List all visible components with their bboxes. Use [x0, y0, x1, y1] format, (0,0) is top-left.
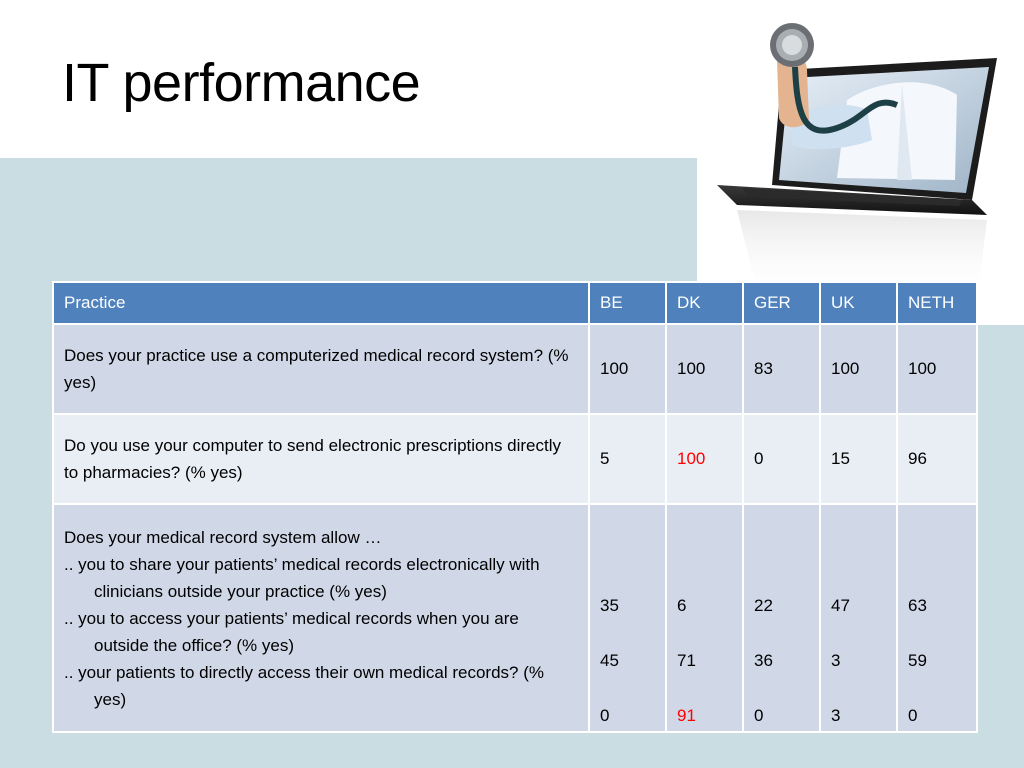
column-header-neth: NETH [896, 281, 978, 325]
column-header-be: BE [588, 281, 667, 325]
value-cell-neth: 63 59 0 [896, 503, 978, 733]
value-cell-uk: 15 [819, 413, 898, 505]
laptop-doctor-stethoscope-icon [697, 0, 1024, 325]
table-row: Do you use your computer to send electro… [52, 413, 978, 505]
value: 3 [831, 651, 841, 670]
value: 6 [677, 596, 687, 615]
column-header-dk: DK [665, 281, 744, 325]
value-cell-ger: 22 36 0 [742, 503, 821, 733]
value: 45 [600, 651, 619, 670]
value: 22 [754, 596, 773, 615]
value-cell-be: 100 [588, 323, 667, 415]
value: 59 [908, 651, 927, 670]
value-cell-be: 5 [588, 413, 667, 505]
value: 35 [600, 596, 619, 615]
sub-question: .. your patients to directly access thei… [64, 662, 544, 709]
question-text: Does your practice use a computerized me… [64, 346, 569, 392]
column-header-ger: GER [742, 281, 821, 325]
value: 3 [831, 706, 841, 725]
slide-title: IT performance [62, 53, 421, 113]
value-cell-neth: 96 [896, 413, 978, 505]
value: 0 [908, 706, 918, 725]
sub-question: .. you to share your patients’ medical r… [64, 554, 540, 601]
column-header-uk: UK [819, 281, 898, 325]
value: 63 [908, 596, 927, 615]
value: 71 [677, 651, 696, 670]
sub-question: .. you to access your patients’ medical … [64, 608, 519, 655]
table-header-row: Practice BE DK GER UK NETH [52, 281, 978, 325]
value-highlighted: 91 [677, 706, 696, 725]
value: 47 [831, 596, 850, 615]
value-cell-neth: 100 [896, 323, 978, 415]
value-cell-dk-highlighted: 100 [665, 413, 744, 505]
value-cell-ger: 0 [742, 413, 821, 505]
it-performance-table: Practice BE DK GER UK NETH Does your pra… [52, 281, 978, 733]
value-cell-dk: 6 71 91 [665, 503, 744, 733]
question-cell: Do you use your computer to send electro… [52, 413, 590, 505]
value-cell-be: 35 45 0 [588, 503, 667, 733]
question-cell: Does your medical record system allow … … [52, 503, 590, 733]
value-cell-ger: 83 [742, 323, 821, 415]
value-cell-uk: 100 [819, 323, 898, 415]
question-text: Do you use your computer to send electro… [64, 436, 562, 482]
value-cell-uk: 47 3 3 [819, 503, 898, 733]
value: 0 [600, 706, 610, 725]
value: 36 [754, 651, 773, 670]
table-row: Does your medical record system allow … … [52, 503, 978, 733]
value-cell-dk: 100 [665, 323, 744, 415]
table-row: Does your practice use a computerized me… [52, 323, 978, 415]
question-text: Does your medical record system allow … [64, 527, 382, 547]
value: 0 [754, 706, 764, 725]
column-header-practice: Practice [52, 281, 590, 325]
question-cell: Does your practice use a computerized me… [52, 323, 590, 415]
